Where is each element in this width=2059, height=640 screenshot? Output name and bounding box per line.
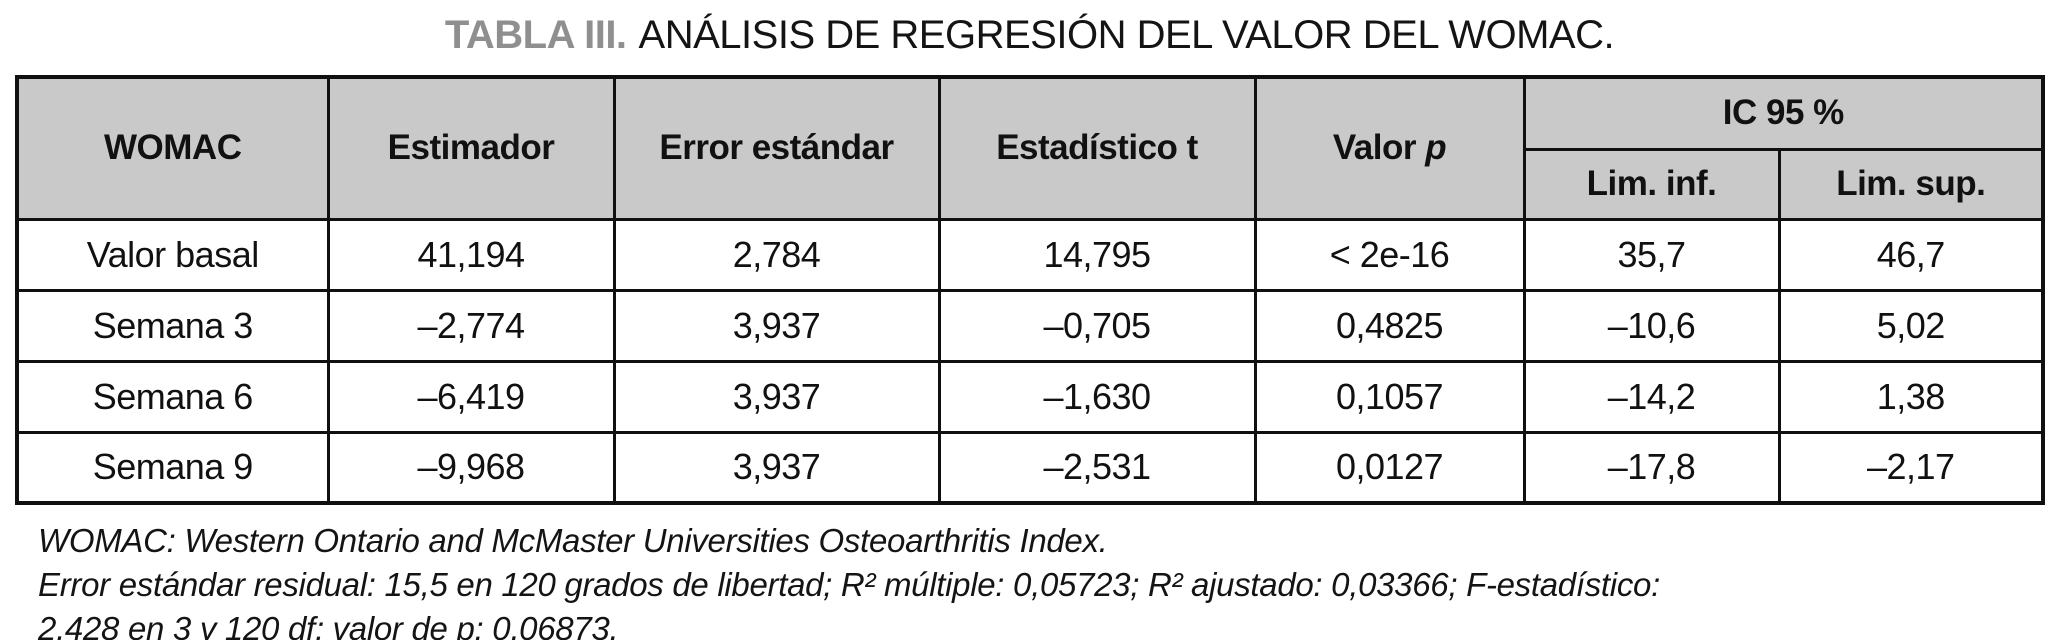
- cell-t: –0,705: [937, 288, 1257, 363]
- cell-error: 3,937: [612, 430, 941, 505]
- cell-lim-inf: –10,6: [1522, 288, 1781, 363]
- table-row-semana-9: Semana 9 –9,968 3,937 –2,531 0,0127 –17,…: [15, 430, 2045, 505]
- cell-lim-inf: 35,7: [1522, 217, 1781, 292]
- table-row-valor-basal: Valor basal 41,194 2,784 14,795 < 2e-16 …: [15, 217, 2045, 292]
- cell-error: 3,937: [612, 288, 941, 363]
- footnote-line-1: WOMAC: Western Ontario and McMaster Univ…: [38, 522, 1108, 559]
- valor-p-prefix: Valor: [1332, 128, 1417, 168]
- cell-estimador: 41,194: [326, 217, 616, 292]
- cell-estimador: –6,419: [326, 359, 616, 434]
- cell-t: –2,531: [937, 430, 1257, 505]
- header-row-top: WOMAC Estimador Error estándar Estadísti…: [15, 75, 2045, 221]
- cell-label: Semana 6: [15, 359, 330, 434]
- col-header-error-estandar: Error estándar: [612, 75, 941, 221]
- cell-p: 0,0127: [1253, 430, 1526, 505]
- cell-label: Valor basal: [15, 217, 330, 292]
- col-header-womac: WOMAC: [15, 75, 330, 221]
- cell-t: –1,630: [937, 359, 1257, 434]
- header-row-sub: Lim. inf. Lim. sup.: [17, 147, 2045, 221]
- table-footnotes: WOMAC: Western Ontario and McMaster Univ…: [38, 519, 1660, 640]
- col-header-estimador: Estimador: [326, 75, 616, 221]
- table-title-text: ANÁLISIS DE REGRESIÓN DEL VALOR DEL WOMA…: [638, 13, 1615, 57]
- table-title: TABLA III. ANÁLISIS DE REGRESIÓN DEL VALO…: [0, 13, 2059, 57]
- cell-t: 14,795: [937, 217, 1257, 292]
- footnote-line-2: Error estándar residual: 15,5 en 120 gra…: [38, 566, 1660, 603]
- cell-lim-inf: –17,8: [1522, 430, 1781, 505]
- cell-label: Semana 9: [15, 430, 330, 505]
- cell-p: 0,1057: [1253, 359, 1526, 434]
- col-header-lim-inf: Lim. inf.: [1522, 147, 1781, 221]
- footnote-line-3: 2,428 en 3 y 120 df; valor de p: 0,06873…: [38, 610, 619, 640]
- col-header-ic95: IC 95 %: [1522, 75, 2045, 151]
- cell-lim-sup: 46,7: [1777, 217, 2045, 292]
- cell-lim-sup: 5,02: [1777, 288, 2045, 363]
- cell-lim-sup: –2,17: [1777, 430, 2045, 505]
- cell-label: Semana 3: [15, 288, 330, 363]
- valor-p-italic: p: [1425, 128, 1447, 168]
- col-header-estadistico-t: Estadístico t: [937, 75, 1257, 221]
- cell-error: 2,784: [612, 217, 941, 292]
- cell-p: 0,4825: [1253, 288, 1526, 363]
- cell-estimador: –9,968: [326, 430, 616, 505]
- col-header-valor-p: Valor p: [1253, 75, 1526, 221]
- cell-lim-sup: 1,38: [1777, 359, 2045, 434]
- regression-table: WOMAC Estimador Error estándar Estadísti…: [15, 75, 2045, 505]
- table-title-label: TABLA III.: [444, 13, 627, 57]
- table-row-semana-3: Semana 3 –2,774 3,937 –0,705 0,4825 –10,…: [15, 288, 2045, 363]
- col-header-lim-sup: Lim. sup.: [1777, 147, 2045, 221]
- cell-lim-inf: –14,2: [1522, 359, 1781, 434]
- cell-p: < 2e-16: [1253, 217, 1526, 292]
- cell-estimador: –2,774: [326, 288, 616, 363]
- table-row-semana-6: Semana 6 –6,419 3,937 –1,630 0,1057 –14,…: [15, 359, 2045, 434]
- cell-error: 3,937: [612, 359, 941, 434]
